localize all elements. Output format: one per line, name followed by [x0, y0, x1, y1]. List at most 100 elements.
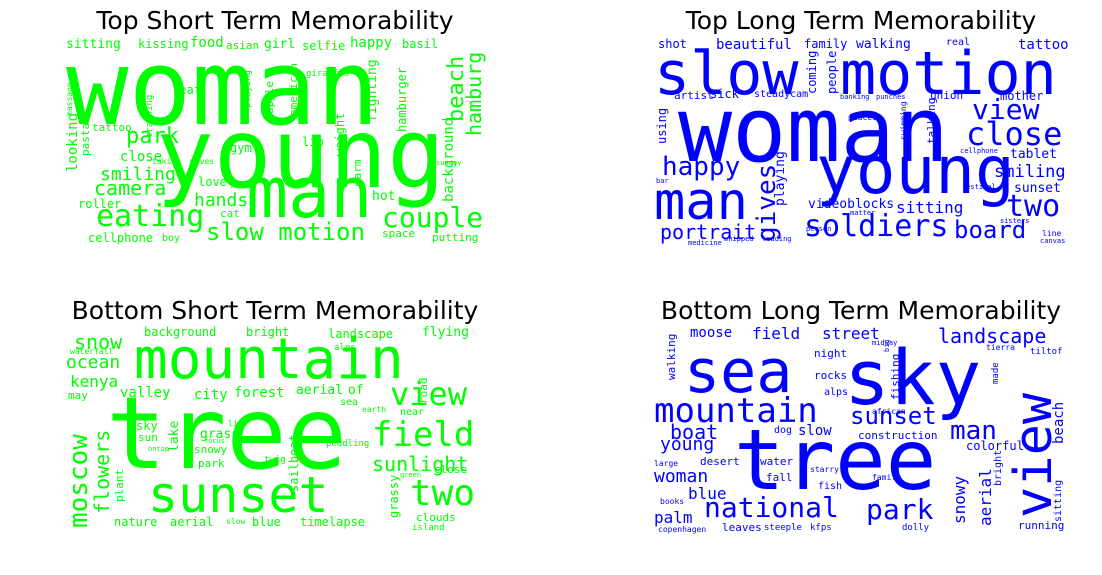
cloud-word: island: [412, 523, 445, 533]
cloud-word: basil: [402, 37, 439, 51]
cloud-word: space: [382, 227, 416, 240]
cloud-word: selfie: [302, 39, 346, 53]
cloud-word: walking: [665, 333, 678, 380]
cloud-word: soldiers: [804, 209, 949, 244]
cloud-word: life: [228, 419, 248, 428]
cloud-word: tiltof: [1030, 347, 1063, 357]
cloud-word: construction: [858, 429, 938, 442]
cloud-word: sailboat: [287, 434, 301, 492]
cloud-word: sun: [138, 431, 158, 444]
cloud-word: tattoo: [92, 121, 132, 134]
cloud-word: road: [417, 377, 430, 405]
word-cloud: woman young man eating couple slow motio…: [66, 36, 486, 248]
cloud-word: ocean: [66, 352, 121, 373]
cloud-word: copenhagen: [658, 525, 707, 534]
cloud-word: family: [804, 37, 848, 51]
cloud-word: happy: [662, 152, 741, 182]
cloud-word: grass: [200, 427, 240, 442]
cloud-word: valley: [120, 385, 171, 401]
cloud-word: midway: [872, 339, 898, 347]
cloud-word: matter: [850, 209, 876, 217]
cloud-word: walking: [856, 37, 911, 52]
panel-top-short-term: Top Short Term Memorability woman young …: [60, 0, 490, 260]
cloud-word: pasta: [79, 122, 92, 156]
cloud-word: alps: [334, 343, 356, 353]
cloud-word: looking: [66, 112, 81, 172]
cloud-word: lip: [302, 135, 324, 149]
cloud-word: view: [390, 375, 468, 413]
cloud-word: xhr: [230, 181, 245, 190]
cloud-word: dolly: [902, 523, 930, 533]
cloud-word: palm: [654, 508, 693, 527]
cloud-word: landscape: [938, 326, 1047, 348]
cloud-word: of: [348, 383, 364, 398]
cloud-word: man: [654, 172, 748, 232]
panel-title: Top Long Term Memorability: [685, 6, 1037, 35]
cloud-word: african: [872, 407, 906, 416]
cloud-word: asian: [226, 39, 260, 52]
cloud-word: mountain: [134, 327, 404, 392]
cloud-word: fish: [818, 481, 843, 492]
cloud-word: canvas: [1040, 237, 1066, 245]
cloud-word: union: [930, 89, 964, 102]
cloud-word: ontop: [148, 445, 170, 453]
cloud-word: slow: [798, 423, 832, 439]
cloud-word: two: [1006, 189, 1061, 224]
cloud-word: warm: [351, 159, 364, 187]
cloud-word: twig: [264, 455, 286, 465]
panel-title: Top Short Term Memorability: [96, 6, 454, 35]
cloud-word: blue: [252, 515, 281, 529]
cloud-word: may: [68, 389, 88, 402]
cloud-word: bright: [993, 449, 1004, 486]
cloud-word: national: [704, 491, 839, 524]
cloud-word: eating: [96, 199, 205, 234]
cloud-word: flowers: [90, 429, 114, 514]
cloud-word: smiling: [100, 164, 176, 185]
cloud-word: happy: [350, 36, 393, 51]
cloud-word: lake: [167, 420, 182, 452]
cloud-word: alps: [824, 387, 849, 398]
cloud-word: bright: [246, 326, 290, 339]
cloud-word: mother: [1000, 89, 1044, 103]
cloud-word: view: [972, 93, 1040, 126]
panel-title: Bottom Short Term Memorability: [71, 296, 479, 325]
word-cloud: slow motion woman young man close view h…: [654, 36, 1074, 248]
cloud-word: playing: [773, 151, 788, 206]
cloud-word: plant: [113, 468, 126, 502]
cloud-word: steadycam: [754, 89, 809, 100]
cloud-word: snowy: [194, 443, 228, 456]
panel-title: Bottom Long Term Memorability: [660, 296, 1062, 325]
cloud-word: couple: [382, 201, 484, 234]
cloud-word: moose: [690, 326, 733, 341]
cloud-word: people: [825, 50, 839, 94]
cloud-word: mountain: [654, 391, 818, 431]
cloud-word: tablet: [1010, 147, 1057, 162]
cloud-word: artist: [674, 89, 714, 102]
word-cloud: mountain tree sunset moscow field two vi…: [66, 326, 486, 538]
cloud-word: man: [950, 416, 997, 446]
cloud-word: clouds: [416, 511, 456, 524]
cloud-word: sitting: [66, 37, 121, 52]
cloud-word: places: [848, 113, 877, 122]
cloud-word: kissing: [138, 37, 189, 51]
cloud-word: moves: [190, 157, 215, 166]
cloud-word: dog: [774, 425, 793, 436]
panel-bottom-long-term: Bottom Long Term Memorability sky sea tr…: [646, 288, 1076, 548]
cloud-word: grassy: [387, 474, 401, 518]
cloud-word: sunday: [436, 159, 462, 167]
cloud-word: close: [966, 115, 1063, 153]
cloud-word: cellphone: [960, 147, 998, 155]
cloud-word: sea: [684, 337, 793, 407]
cloud-word: aerial: [170, 515, 214, 529]
cloud-word: park: [198, 457, 225, 470]
panel-top-long-term: Top Long Term Memorability slow motion w…: [646, 0, 1076, 260]
cloud-word: woman: [654, 466, 709, 487]
cloud-word: hands: [194, 190, 249, 211]
cloud-word: sky: [136, 419, 158, 433]
cloud-word: desert: [700, 455, 740, 468]
cloud-word: hamburg: [462, 51, 486, 136]
cloud-word: slow: [226, 517, 246, 526]
cloud-word: aerial: [976, 468, 995, 526]
cloud-word: steeple: [764, 523, 802, 533]
cloud-word: peddling: [326, 439, 370, 449]
